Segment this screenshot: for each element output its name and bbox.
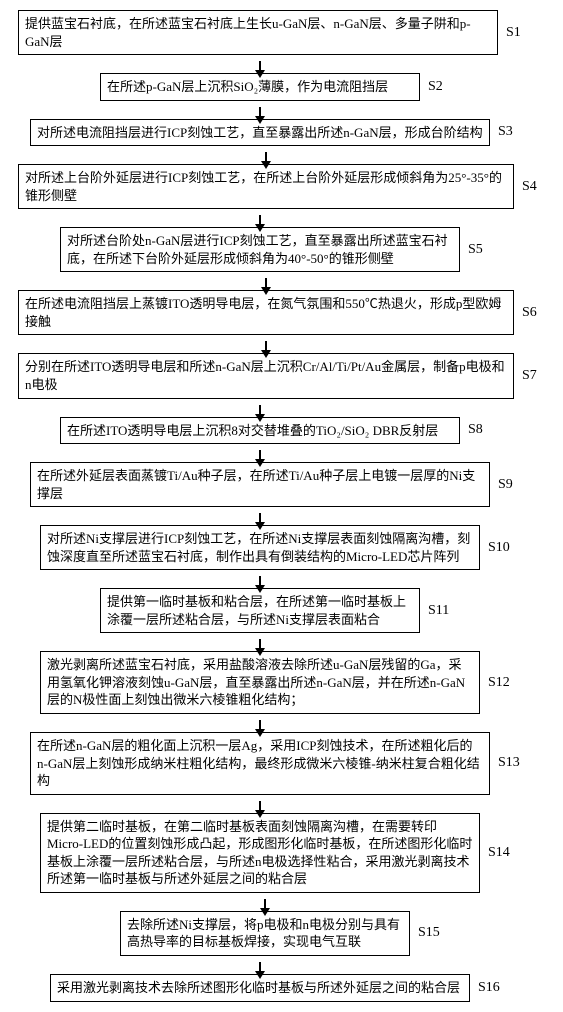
step-label-s16: S16 [478,980,500,996]
arrow-down-icon [10,956,553,974]
arrow-down-icon [10,633,553,651]
arrow-down-icon [10,795,553,813]
step-row-s14: 提供第二临时基板，在第二临时基板表面刻蚀隔离沟槽，在需要转印Micro-LED的… [10,813,553,893]
arrow-down-icon [10,570,553,588]
step-label-s8: S8 [468,422,483,438]
step-box-s15: 去除所述Ni支撑层，将p电极和n电极分别与具有高热导率的目标基板焊接，实现电气互… [120,911,410,956]
step-label-s2: S2 [428,79,443,95]
step-box-s14: 提供第二临时基板，在第二临时基板表面刻蚀隔离沟槽，在需要转印Micro-LED的… [40,813,480,893]
step-box-s13: 在所述n-GaN层的粗化面上沉积一层Ag，采用ICP刻蚀技术，在所述粗化后的n-… [30,732,490,795]
arrow-down-icon [10,335,553,353]
step-box-s9: 在所述外延层表面蒸镀Ti/Au种子层，在所述Ti/Au种子层上电镀一层厚的Ni支… [30,462,490,507]
step-label-s11: S11 [428,603,449,619]
step-row-s11: 提供第一临时基板和粘合层，在所述第一临时基板上涂覆一层所述粘合层，与所述Ni支撑… [10,588,553,633]
step-label-s4: S4 [522,179,537,195]
step-row-s8: 在所述ITO透明导电层上沉积8对交替堆叠的TiO₂/SiO₂ DBR反射层S8 [10,417,553,445]
step-row-s15: 去除所述Ni支撑层，将p电极和n电极分别与具有高热导率的目标基板焊接，实现电气互… [10,911,553,956]
arrow-down-icon [10,893,553,911]
step-label-s3: S3 [498,124,513,140]
step-row-s13: 在所述n-GaN层的粗化面上沉积一层Ag，采用ICP刻蚀技术，在所述粗化后的n-… [10,732,553,795]
arrow-down-icon [10,444,553,462]
step-row-s12: 激光剥离所述蓝宝石衬底，采用盐酸溶液去除所述u-GaN层残留的Ga，采用氢氧化钾… [10,651,553,714]
step-row-s5: 对所述台阶处n-GaN层进行ICP刻蚀工艺，直至暴露出所述蓝宝石衬底，在所述下台… [10,227,553,272]
step-box-s4: 对所述上台阶外延层进行ICP刻蚀工艺，在所述上台阶外延层形成倾斜角为25°-35… [18,164,514,209]
step-row-s9: 在所述外延层表面蒸镀Ti/Au种子层，在所述Ti/Au种子层上电镀一层厚的Ni支… [10,462,553,507]
step-row-s10: 对所述Ni支撑层进行ICP刻蚀工艺，在所述Ni支撑层表面刻蚀隔离沟槽，刻蚀深度直… [10,525,553,570]
step-label-s12: S12 [488,675,510,691]
arrow-down-icon [10,209,553,227]
step-box-s6: 在所述电流阻挡层上蒸镀ITO透明导电层，在氮气氛围和550℃热退火，形成p型欧姆… [18,290,514,335]
step-box-s11: 提供第一临时基板和粘合层，在所述第一临时基板上涂覆一层所述粘合层，与所述Ni支撑… [100,588,420,633]
step-label-s15: S15 [418,925,440,941]
step-label-s7: S7 [522,368,537,384]
step-label-s14: S14 [488,845,510,861]
arrow-down-icon [10,714,553,732]
arrow-down-icon [10,146,553,164]
step-label-s9: S9 [498,477,513,493]
step-row-s3: 对所述电流阻挡层进行ICP刻蚀工艺，直至暴露出所述n-GaN层，形成台阶结构S3 [10,119,553,147]
step-label-s10: S10 [488,540,510,556]
step-row-s7: 分别在所述ITO透明导电层和所述n-GaN层上沉积Cr/Al/Ti/Pt/Au金… [10,353,553,398]
step-row-s1: 提供蓝宝石衬底，在所述蓝宝石衬底上生长u-GaN层、n-GaN层、多量子阱和p-… [10,10,553,55]
step-row-s4: 对所述上台阶外延层进行ICP刻蚀工艺，在所述上台阶外延层形成倾斜角为25°-35… [10,164,553,209]
step-label-s5: S5 [468,242,483,258]
arrow-down-icon [10,55,553,73]
step-box-s12: 激光剥离所述蓝宝石衬底，采用盐酸溶液去除所述u-GaN层残留的Ga，采用氢氧化钾… [40,651,480,714]
step-box-s1: 提供蓝宝石衬底，在所述蓝宝石衬底上生长u-GaN层、n-GaN层、多量子阱和p-… [18,10,498,55]
step-row-s6: 在所述电流阻挡层上蒸镀ITO透明导电层，在氮气氛围和550℃热退火，形成p型欧姆… [10,290,553,335]
step-box-s10: 对所述Ni支撑层进行ICP刻蚀工艺，在所述Ni支撑层表面刻蚀隔离沟槽，刻蚀深度直… [40,525,480,570]
step-row-s2: 在所述p-GaN层上沉积SiO₂薄膜，作为电流阻挡层S2 [10,73,553,101]
step-box-s5: 对所述台阶处n-GaN层进行ICP刻蚀工艺，直至暴露出所述蓝宝石衬底，在所述下台… [60,227,460,272]
arrow-down-icon [10,507,553,525]
arrow-down-icon [10,399,553,417]
process-flowchart: 提供蓝宝石衬底，在所述蓝宝石衬底上生长u-GaN层、n-GaN层、多量子阱和p-… [10,10,553,1002]
step-label-s13: S13 [498,755,520,771]
step-box-s7: 分别在所述ITO透明导电层和所述n-GaN层上沉积Cr/Al/Ti/Pt/Au金… [18,353,514,398]
step-row-s16: 采用激光剥离技术去除所述图形化临时基板与所述外延层之间的粘合层S16 [10,974,553,1002]
step-label-s6: S6 [522,305,537,321]
arrow-down-icon [10,101,553,119]
step-label-s1: S1 [506,25,521,41]
arrow-down-icon [10,272,553,290]
